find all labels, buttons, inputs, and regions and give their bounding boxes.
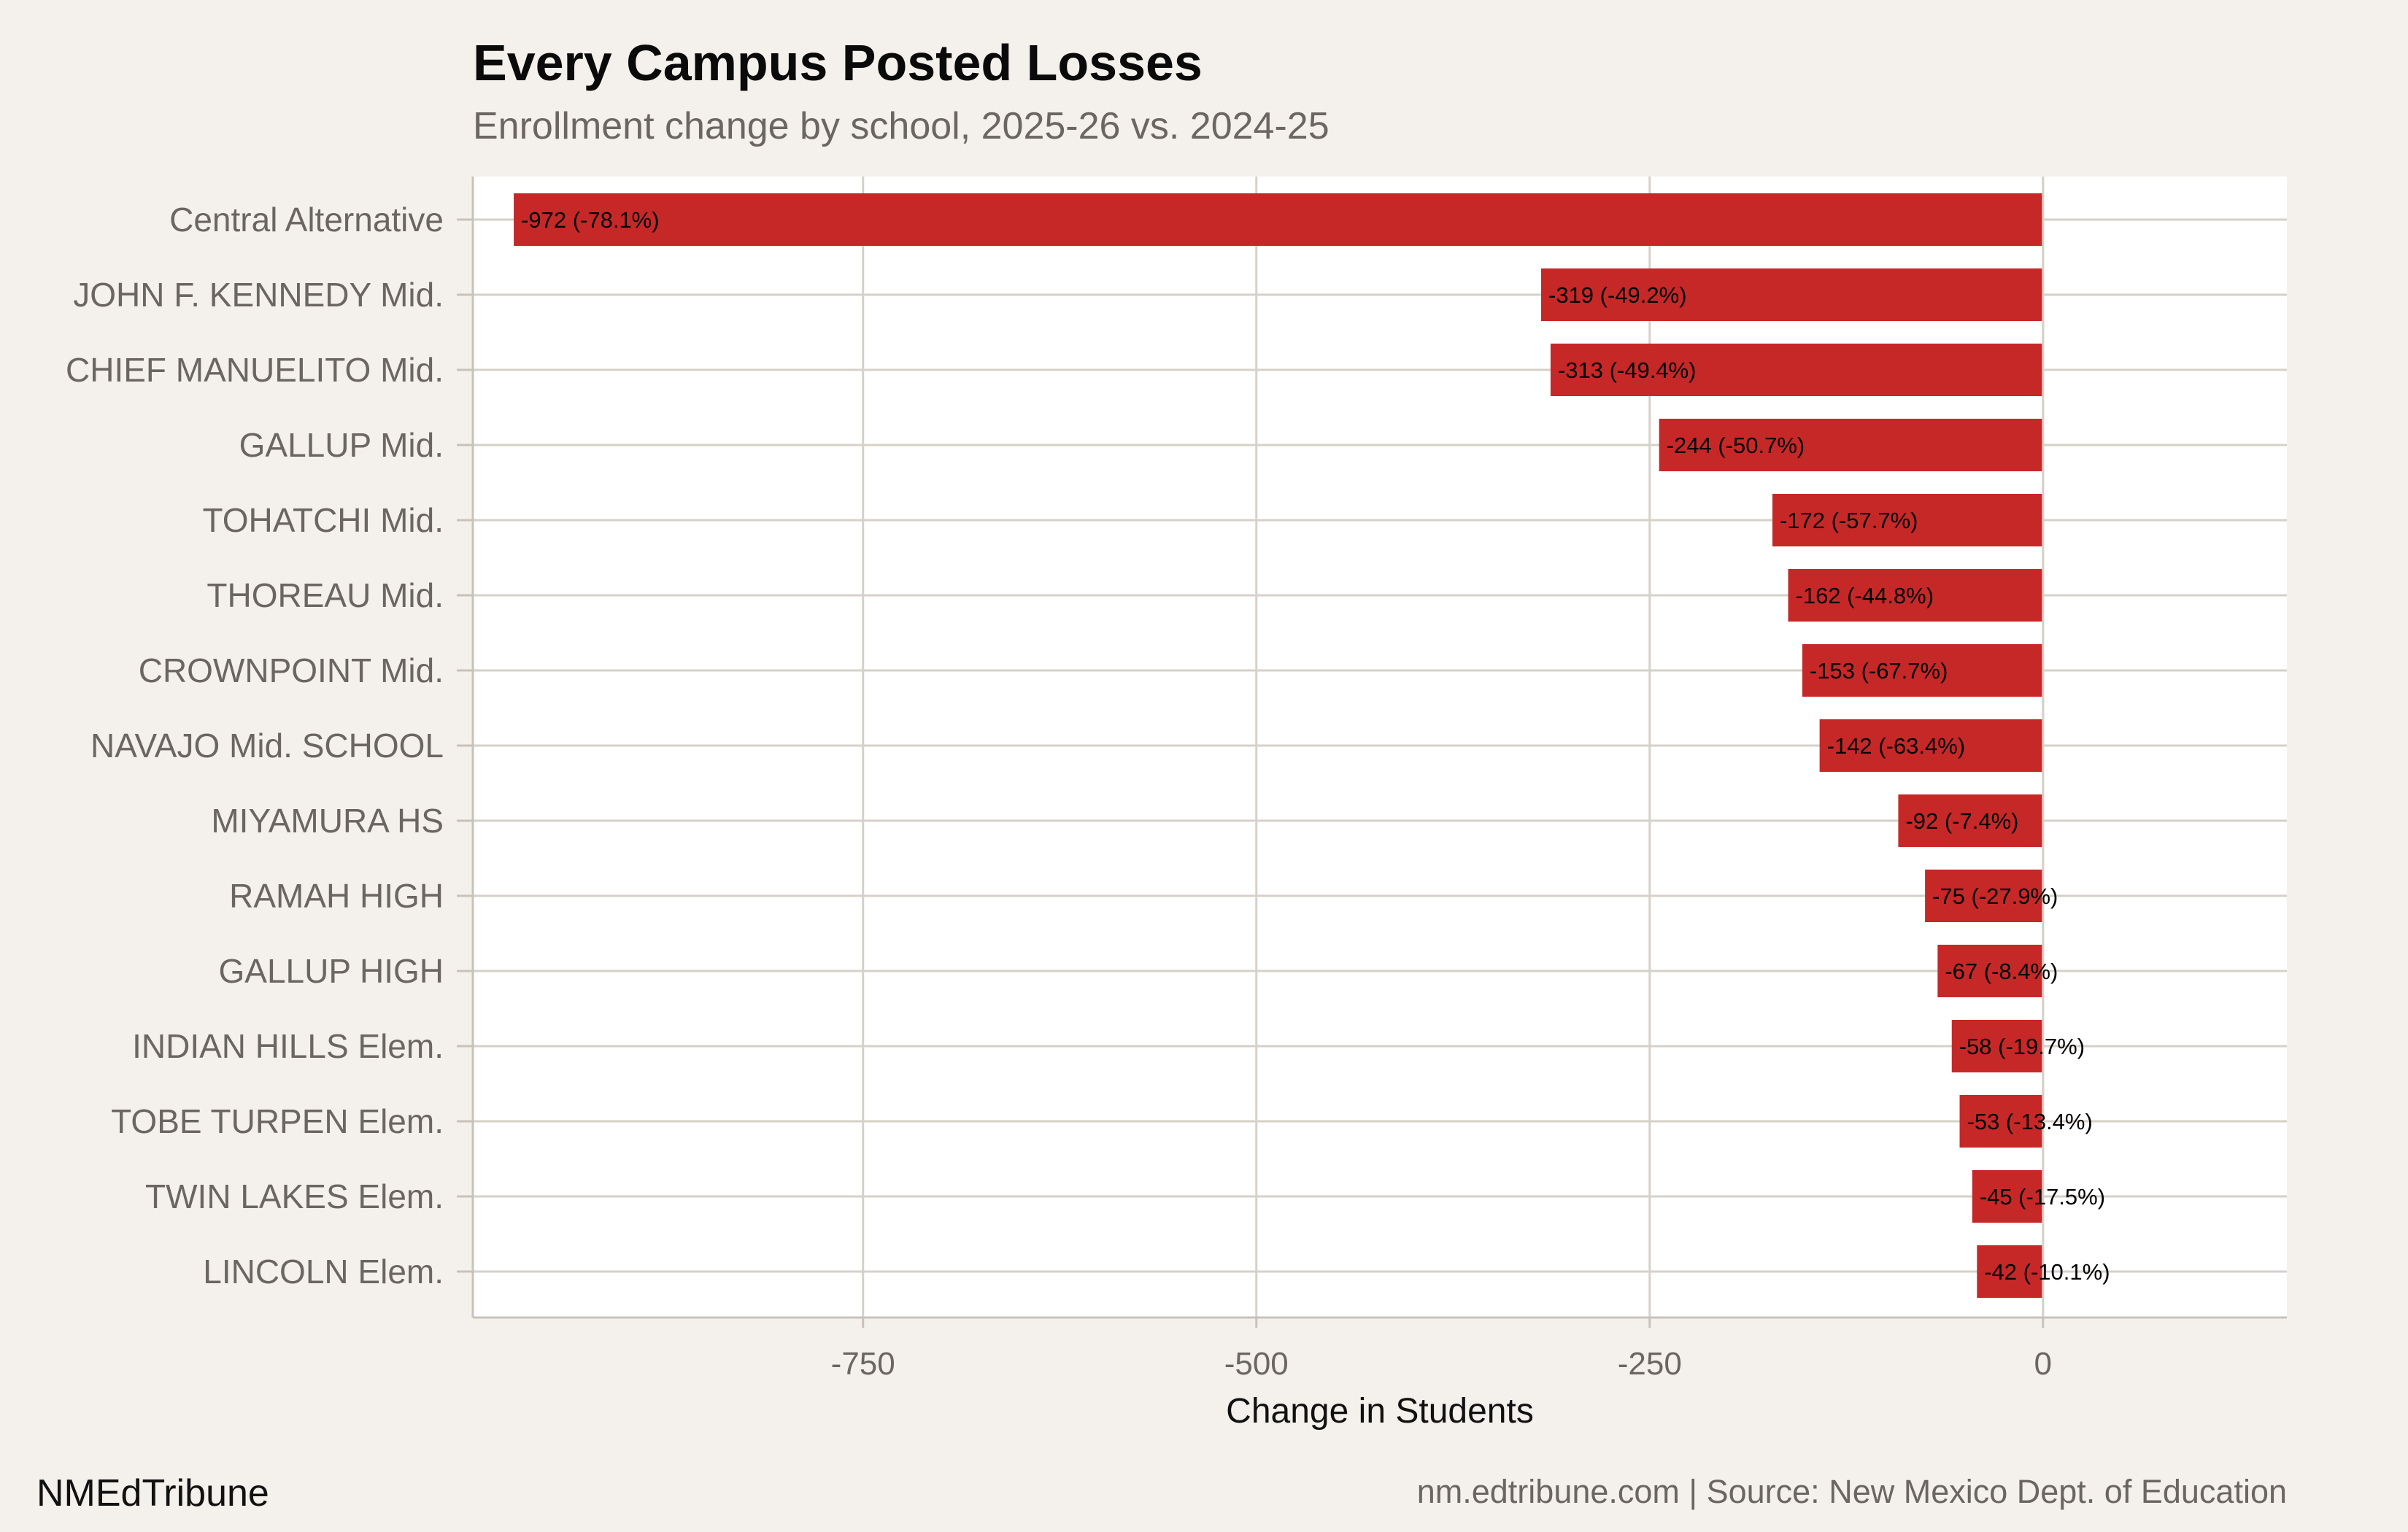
y-category-label: GALLUP Mid.: [239, 426, 444, 464]
y-category-label: Central Alternative: [169, 201, 444, 239]
y-category-label: THOREAU Mid.: [207, 576, 444, 614]
bar: [1802, 644, 2043, 697]
bar-data-label: -58 (-19.7%): [1959, 1034, 2085, 1059]
x-tick-label: -750: [831, 1346, 895, 1382]
bar: [1959, 1095, 2043, 1148]
bar: [1788, 569, 2043, 622]
bar: [1541, 268, 2043, 321]
y-category-label: LINCOLN Elem.: [203, 1253, 444, 1291]
y-category-label: GALLUP HIGH: [219, 952, 444, 990]
y-category-label: CHIEF MANUELITO Mid.: [66, 351, 444, 389]
bar: [1819, 719, 2043, 772]
bar-data-label: -319 (-49.2%): [1548, 282, 1687, 308]
bar-data-label: -162 (-44.8%): [1796, 583, 1934, 608]
y-category-label: TOHATCHI Mid.: [202, 501, 444, 539]
y-category-label: INDIAN HILLS Elem.: [132, 1027, 444, 1065]
bar: [1772, 494, 2043, 546]
bar: [1898, 794, 2043, 847]
bar: [1937, 945, 2043, 997]
bar-data-label: -67 (-8.4%): [1945, 959, 2058, 984]
bar-data-label: -75 (-27.9%): [1932, 883, 2058, 909]
bar-data-label: -53 (-13.4%): [1967, 1109, 2093, 1134]
bar: [1972, 1170, 2043, 1223]
source-caption: nm.edtribune.com | Source: New Mexico De…: [1417, 1473, 2287, 1510]
bar: [514, 193, 2043, 246]
bar: [1659, 419, 2043, 471]
bars: -972 (-78.1%) -319 (-49.2%) -313 (-49.4%) -…: [514, 177, 2110, 1318]
bar: [1951, 1020, 2043, 1072]
bar-data-label: -244 (-50.7%): [1667, 433, 1805, 458]
bar-data-label: -313 (-49.4%): [1558, 357, 1697, 383]
y-category-label: TWIN LAKES Elem.: [145, 1177, 444, 1215]
chart-title: Every Campus Posted Losses: [473, 34, 1203, 91]
bar-data-label: -172 (-57.7%): [1780, 508, 1918, 533]
x-tick-label: -250: [1618, 1346, 1682, 1382]
y-category-label: TOBE TURPEN Elem.: [111, 1102, 444, 1140]
brand-logo-text: NMEdTribune: [36, 1472, 269, 1514]
bar: [1925, 870, 2043, 922]
y-category-label: JOHN F. KENNEDY Mid.: [73, 276, 444, 314]
x-axis-ticks: -750 -500 -250 0: [831, 1318, 2052, 1382]
x-tick-label: -500: [1224, 1346, 1289, 1382]
x-tick-label: 0: [2034, 1346, 2052, 1382]
y-axis-labels: Central Alternative JOHN F. KENNEDY Mid. C…: [66, 201, 473, 1291]
chart-subtitle: Enrollment change by school, 2025-26 vs.…: [473, 105, 1330, 147]
x-axis-title: Change in Students: [1226, 1392, 1534, 1431]
bar-data-label: -92 (-7.4%): [1905, 808, 2018, 834]
y-category-label: MIYAMURA HS: [211, 802, 444, 840]
bar: [1977, 1245, 2043, 1298]
y-category-label: RAMAH HIGH: [229, 877, 444, 915]
bar-data-label: -153 (-67.7%): [1810, 658, 1948, 684]
y-category-label: NAVAJO Mid. SCHOOL: [90, 727, 444, 765]
bar-data-label: -972 (-78.1%): [521, 207, 660, 233]
bar-data-label: -42 (-10.1%): [1984, 1259, 2110, 1285]
bar-data-label: -142 (-63.4%): [1827, 733, 1966, 759]
bar: [1550, 344, 2043, 396]
y-category-label: CROWNPOINT Mid.: [139, 651, 444, 689]
bar-data-label: -45 (-17.5%): [1980, 1184, 2105, 1210]
